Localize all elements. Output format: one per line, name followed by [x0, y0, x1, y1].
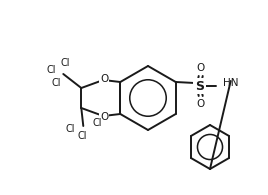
- Text: O: O: [197, 99, 205, 109]
- Text: Cl: Cl: [51, 78, 61, 88]
- Text: S: S: [195, 80, 204, 92]
- Text: Cl: Cl: [61, 58, 70, 68]
- Text: Cl: Cl: [92, 118, 102, 128]
- Text: Cl: Cl: [47, 65, 56, 75]
- Text: O: O: [197, 63, 205, 73]
- Text: O: O: [100, 74, 109, 84]
- Text: O: O: [100, 112, 109, 122]
- Text: HN: HN: [223, 78, 238, 88]
- Text: Cl: Cl: [66, 124, 75, 134]
- Text: Cl: Cl: [77, 131, 87, 141]
